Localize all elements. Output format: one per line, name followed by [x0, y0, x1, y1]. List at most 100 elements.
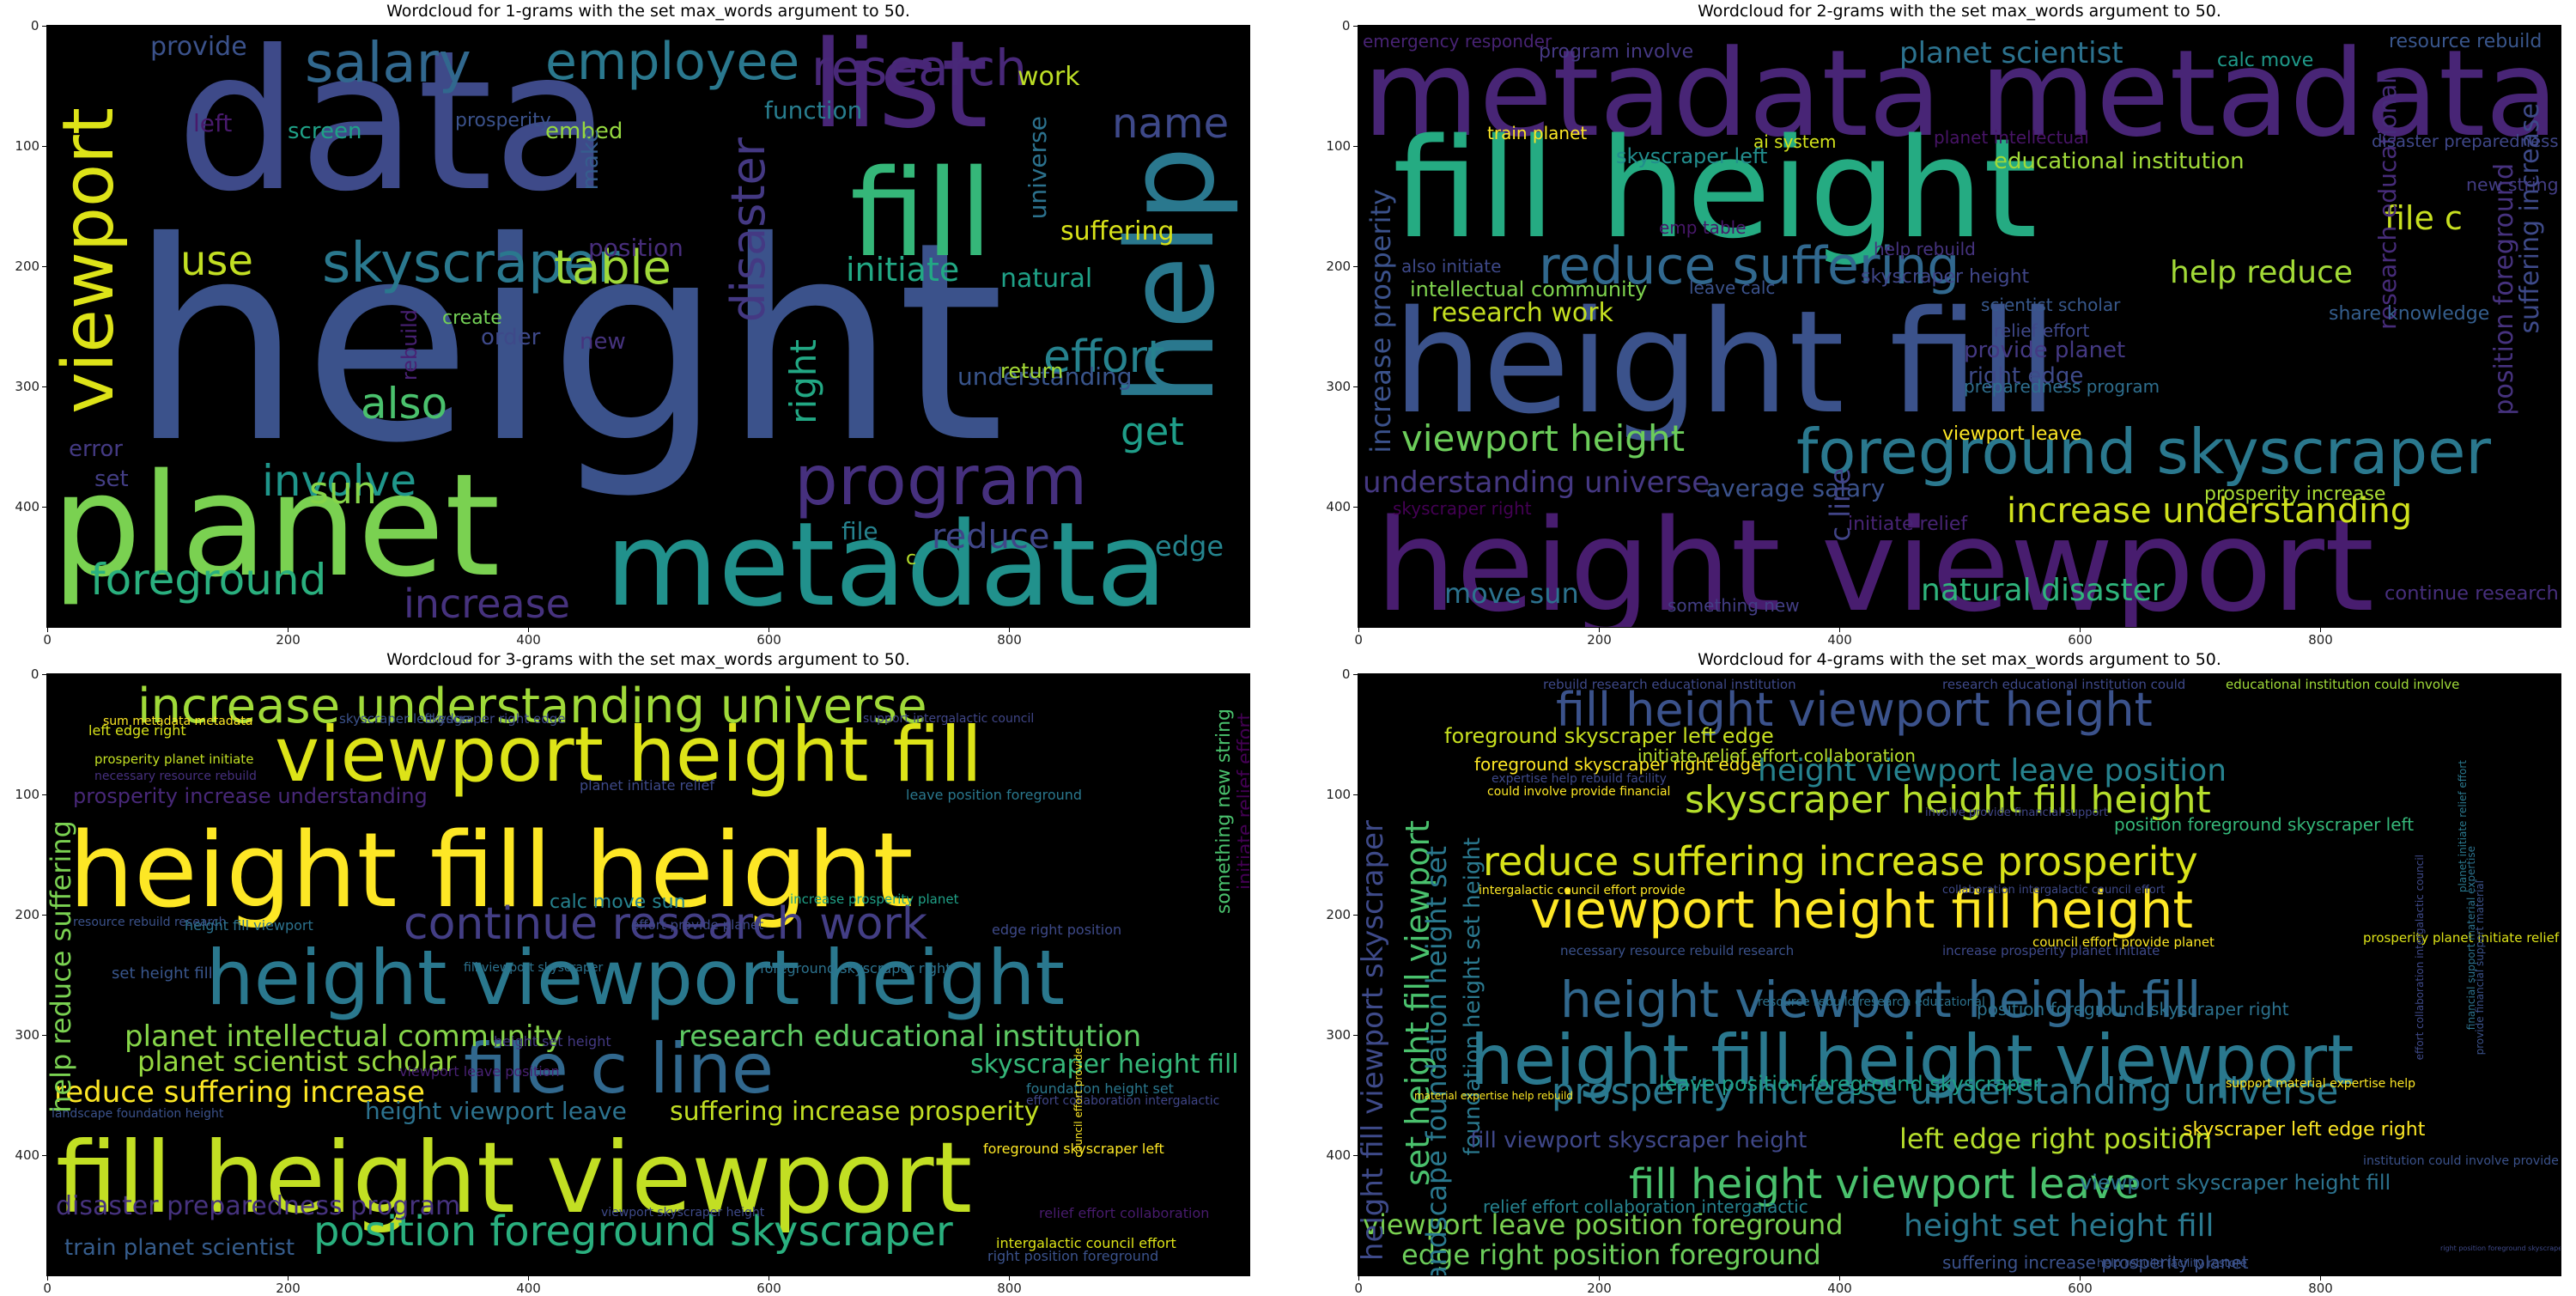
wordcloud-word: left edge right position [1899, 1123, 2213, 1155]
x-tick-mark [2320, 1275, 2321, 1281]
wordcloud-word: ai system [1753, 131, 1837, 152]
x-tick-label: 200 [276, 632, 301, 648]
wordcloud-word: right [782, 339, 824, 424]
wordcloud-word: height viewport leave [365, 1097, 627, 1125]
wordcloud-word: help reduce [2170, 255, 2354, 290]
wordcloud-word: leave position foreground skyscraper [1659, 1072, 2042, 1096]
wordcloud-word: make [578, 129, 604, 191]
wordcloud-word: work [1018, 62, 1080, 92]
wordcloud-word: fill [850, 144, 993, 284]
wordcloud-word: viewport [48, 107, 130, 414]
wordcloud-word: collaboration intergalactic council effo… [1942, 884, 2166, 897]
wordcloud-word: reduce suffering [1539, 236, 1960, 296]
wordcloud-word: disaster [721, 137, 775, 323]
wordcloud-word: viewport leave position [399, 1063, 560, 1080]
wordcloud-word: involve [262, 456, 417, 506]
wordcloud-word: order [481, 325, 541, 350]
wordcloud-word: edge right position [992, 922, 1122, 938]
wordcloud-word: viewport height fill height [1530, 880, 2194, 940]
y-tick-label: 400 [1326, 1147, 1352, 1163]
wordcloud-word: skyscraper left edge right [2183, 1119, 2426, 1141]
wordcloud-word: file [841, 517, 878, 545]
wordcloud-word: intergalactic council effort [996, 1235, 1176, 1251]
wordcloud-word: skyscraper right edge [425, 711, 566, 727]
x-tick-label: 800 [2308, 632, 2333, 648]
wordcloud-word: foreground [90, 555, 327, 605]
wordcloud-panel-4: Wordcloud for 4-grams with the set max_w… [1326, 650, 2561, 1296]
wordcloud-word: leave position foreground [906, 787, 1083, 803]
wordcloud-word: research educational institution could [1942, 677, 2186, 692]
x-tick-mark [2080, 627, 2081, 632]
wordcloud-word: provide [150, 32, 247, 62]
wordcloud-word: move sun [1444, 577, 1579, 610]
wordcloud-panel-3: Wordcloud for 3-grams with the set max_w… [15, 650, 1249, 1296]
y-tick-mark [1353, 26, 1358, 27]
wordcloud-word: something new [1668, 595, 1800, 616]
wordcloud-word: understanding [957, 362, 1133, 391]
wordcloud-word: council effort provide planet [2032, 934, 2215, 950]
x-tick-mark [1839, 1275, 1840, 1281]
wordcloud-word: skyscraper right [1393, 498, 1532, 519]
y-tick-mark [1353, 146, 1358, 147]
y-tick-label: 400 [15, 1147, 40, 1163]
y-tick-mark [1353, 674, 1358, 675]
x-tick-label: 0 [43, 1281, 52, 1296]
y-tick-label: 300 [1326, 1027, 1352, 1043]
wordcloud-word: planet intellectual community [125, 1019, 562, 1054]
wordcloud-word: set [94, 466, 129, 492]
wordcloud-word: program [794, 441, 1088, 520]
wordcloud-word: also [361, 379, 448, 429]
wordcloud-word: error [69, 436, 123, 462]
wordcloud-word: table [554, 240, 671, 295]
wordcloud-word: resource rebuild research [73, 916, 227, 929]
wordcloud-word: research [811, 39, 1027, 97]
wordcloud-word: increase understanding [2007, 491, 2413, 531]
wordcloud-word: relief effort [1994, 320, 2090, 341]
y-tick-label: 200 [15, 259, 40, 274]
wordcloud-word: material expertise help rebuild [1414, 1090, 1573, 1102]
y-tick-label: 400 [1326, 499, 1352, 514]
x-tick-mark [2320, 627, 2321, 632]
x-tick-label: 600 [756, 632, 781, 648]
wordcloud-word: educational institution could involve [2226, 677, 2460, 692]
wordcloud-word: file c [2385, 199, 2463, 237]
wordcloud-word: continue research [2385, 582, 2559, 605]
wordcloud-word: use [180, 237, 253, 285]
wordcloud-word: height viewport height [206, 934, 1065, 1022]
wordcloud-word: share knowledge [2329, 303, 2490, 325]
y-tick-label: 300 [15, 379, 40, 394]
wordcloud-word: involve provide financial support [1925, 806, 2108, 819]
wordcloud-word: right edge [1968, 363, 2084, 389]
wordcloud-word: skyscraper left [1616, 144, 1768, 168]
x-tick-mark [1358, 627, 1359, 632]
wordcloud-word: foreground skyscraper [1796, 416, 2492, 488]
wordcloud-word: rebuild research educational institution [1543, 677, 1796, 692]
wordcloud-word: edge [1155, 530, 1224, 563]
wordcloud-word: prosperity [455, 110, 551, 131]
wordcloud-panel-1: Wordcloud for 1-grams with the set max_w… [15, 2, 1249, 648]
wordcloud-word: reduce suffering increase [54, 1075, 425, 1110]
wordcloud-word: height viewport [1376, 492, 2374, 627]
wordcloud-word: initiate relief effort collaboration [1637, 745, 1916, 766]
wordcloud-word: council effort provide [1072, 1048, 1084, 1158]
wordcloud-word: position foreground skyscraper left [2114, 814, 2415, 835]
wordcloud-word: fill viewport skyscraper height [1470, 1128, 1807, 1153]
wordcloud-word: universe [1024, 116, 1052, 220]
y-tick-mark [1353, 1035, 1358, 1036]
wordcloud-word: height set height fill [1904, 1208, 2215, 1244]
y-tick-label: 0 [30, 18, 39, 33]
wordcloud-word: research educational institution [678, 1019, 1142, 1054]
wordcloud-word: institution could involve provide [2363, 1154, 2559, 1168]
x-tick-mark [288, 1275, 289, 1281]
wordcloud-word: calc move sun [550, 891, 686, 913]
wordcloud-word: viewport skyscraper height [601, 1206, 765, 1220]
wordcloud-word: return [1000, 359, 1064, 383]
wordcloud-word: screen [288, 119, 362, 144]
wordcloud-word: research educational [2373, 77, 2402, 330]
wordcloud-word: help rebuild [1874, 239, 1976, 259]
wordcloud-word: effort [1043, 332, 1165, 383]
wordcloud-word: also initiate [1401, 256, 1502, 277]
wordcloud-word: necessary resource rebuild research [1560, 943, 1795, 958]
wordcloud-word: provide planet [1964, 338, 2126, 363]
x-tick-mark [1009, 627, 1010, 632]
